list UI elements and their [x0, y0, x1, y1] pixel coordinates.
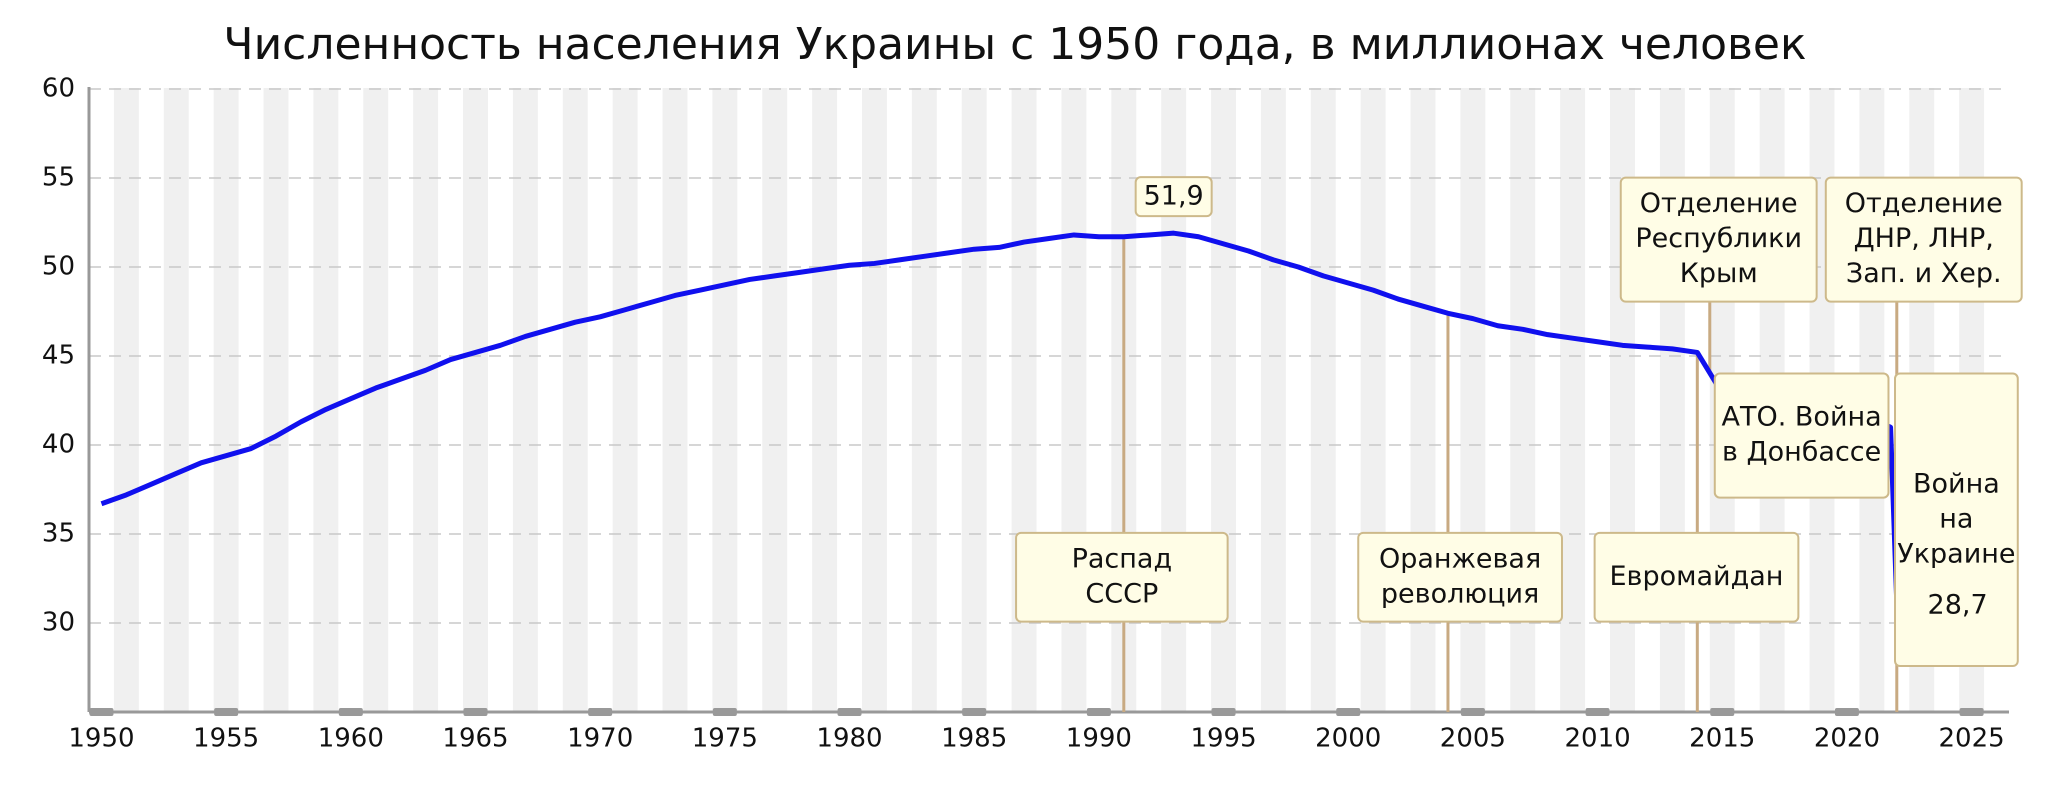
x-tick-mark — [463, 708, 488, 716]
y-tick-label: 35 — [42, 519, 75, 549]
value-label-box — [1134, 176, 1213, 218]
stripe — [413, 88, 439, 712]
event-box — [1894, 372, 2019, 668]
stripe — [163, 88, 189, 712]
x-tick-label: 1970 — [567, 724, 633, 754]
event-box — [1713, 372, 1890, 499]
x-tick-label: 1985 — [941, 724, 1007, 754]
stripe — [712, 88, 738, 712]
event-label: Евромайдан — [1610, 561, 1784, 592]
event-label: Оранжевая — [1379, 543, 1541, 574]
stripe — [662, 88, 688, 712]
stripe — [562, 88, 588, 712]
stripe — [113, 88, 139, 712]
x-tick-label: 1965 — [442, 724, 508, 754]
y-tick-label: 40 — [42, 430, 75, 460]
x-tick-label: 1955 — [193, 724, 259, 754]
stripe — [762, 88, 788, 712]
x-tick-mark — [1336, 708, 1361, 716]
event-label: Зап. и Хер. — [1846, 258, 2002, 289]
x-tick-label: 2025 — [1939, 724, 2005, 754]
stripe — [961, 88, 987, 712]
x-tick-mark — [712, 708, 737, 716]
event-label: СССР — [1085, 578, 1158, 609]
x-tick-label: 2010 — [1564, 724, 1630, 754]
x-tick-label: 1990 — [1066, 724, 1132, 754]
y-tick-label: 50 — [42, 252, 75, 282]
stripe — [512, 88, 538, 712]
x-tick-mark — [338, 708, 363, 716]
event-label: в Донбассе — [1722, 437, 1881, 468]
stripe — [861, 88, 887, 712]
stripe — [812, 88, 838, 712]
x-tick-mark — [1585, 708, 1610, 716]
stripe — [263, 88, 289, 712]
x-tick-mark — [962, 708, 987, 716]
event-label: Отделение — [1640, 188, 1798, 219]
x-tick-mark — [214, 708, 239, 716]
event-box — [1824, 176, 2023, 303]
event-label: Распад — [1072, 543, 1173, 574]
event-label: Крым — [1680, 258, 1758, 289]
stripe — [1310, 88, 1336, 712]
event-label: АТО. Война — [1722, 402, 1882, 433]
event-label: Война — [1913, 468, 2000, 499]
x-tick-label: 2015 — [1689, 724, 1755, 754]
x-tick-mark — [1710, 708, 1735, 716]
x-tick-label: 1960 — [318, 724, 384, 754]
x-tick-mark — [588, 708, 613, 716]
x-tick-mark — [89, 708, 114, 716]
y-tick-label: 55 — [42, 163, 75, 193]
stripe — [612, 88, 638, 712]
stripe — [1560, 88, 1586, 712]
x-tick-label: 2000 — [1315, 724, 1381, 754]
event-label: ДНР, ЛНР, — [1854, 223, 1994, 254]
event-label: революция — [1381, 578, 1539, 609]
x-tick-mark — [1460, 708, 1485, 716]
event-label: на — [1939, 503, 1973, 534]
stripe — [213, 88, 239, 712]
value-label: 28,7 — [1928, 590, 1988, 621]
value-label: 51,9 — [1144, 181, 1204, 212]
stripe — [1260, 88, 1286, 712]
population-line — [100, 230, 1973, 649]
stripe — [911, 88, 937, 712]
stripe — [313, 88, 339, 712]
x-tick-mark — [1959, 708, 1984, 716]
x-tick-label: 2020 — [1814, 724, 1880, 754]
event-label: Отделение — [1845, 188, 2003, 219]
event-box — [1357, 531, 1563, 623]
x-tick-mark — [1086, 708, 1111, 716]
x-tick-mark — [837, 708, 862, 716]
stripe — [463, 88, 488, 712]
y-tick-label: 60 — [42, 74, 75, 104]
x-tick-label: 1975 — [692, 724, 758, 754]
stripe — [363, 88, 389, 712]
event-box — [1015, 531, 1229, 623]
event-label: Украине — [1897, 538, 2015, 569]
x-tick-label: 2005 — [1440, 724, 1506, 754]
y-tick-label: 30 — [42, 608, 75, 638]
y-tick-label: 45 — [42, 341, 75, 371]
x-tick-label: 1995 — [1190, 724, 1256, 754]
x-tick-label: 1980 — [816, 724, 882, 754]
x-tick-label: 1950 — [68, 724, 134, 754]
event-label: Республики — [1635, 223, 1802, 254]
chart-title: Численность населения Украины с 1950 год… — [223, 19, 1806, 70]
event-box — [1619, 176, 1818, 303]
x-tick-mark — [1834, 708, 1859, 716]
event-box — [1593, 531, 1800, 623]
x-tick-mark — [1211, 708, 1236, 716]
